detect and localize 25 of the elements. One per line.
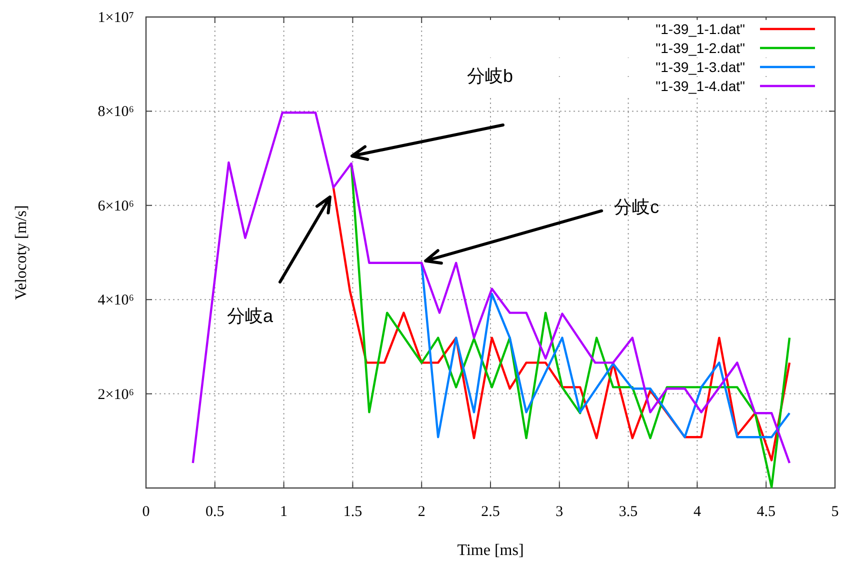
y-tick-label: 8×10⁶ (98, 104, 134, 120)
x-tick-label: 2 (418, 504, 426, 520)
y-axis-title: Velocoty [m/s] (13, 205, 30, 300)
x-axis-title: Time [ms] (457, 542, 524, 559)
x-tick-label: 0.5 (206, 504, 224, 520)
x-tick-label: 3 (556, 504, 564, 520)
y-tick-label: 2×10⁶ (98, 386, 134, 403)
x-tick-label: 4.5 (756, 504, 776, 520)
x-tick-label: 1 (280, 504, 288, 520)
x-tick-label: 3.5 (618, 504, 638, 520)
legend-label: "1-39_1-3.dat" (656, 59, 746, 75)
x-tick-label: 1.5 (343, 504, 362, 520)
x-tick-label: 2.5 (481, 504, 500, 520)
annotation: 分岐b (466, 66, 514, 86)
annotation: 分岐c (614, 196, 660, 217)
legend-label: "1-39_1-4.dat" (656, 78, 746, 94)
y-tick-label: 1×10⁷ (98, 10, 134, 26)
legend-label: "1-39_1-1.dat" (656, 21, 746, 37)
y-tick-label: 6×10⁶ (98, 198, 134, 214)
x-tick-label: 0 (142, 504, 150, 520)
x-tick-label: 4 (693, 504, 702, 520)
x-tick-label: 5 (831, 504, 839, 520)
y-tick-label: 4×10⁶ (98, 292, 134, 309)
legend-label: "1-39_1-2.dat" (656, 40, 746, 56)
annotation: 分岐a (226, 306, 274, 326)
